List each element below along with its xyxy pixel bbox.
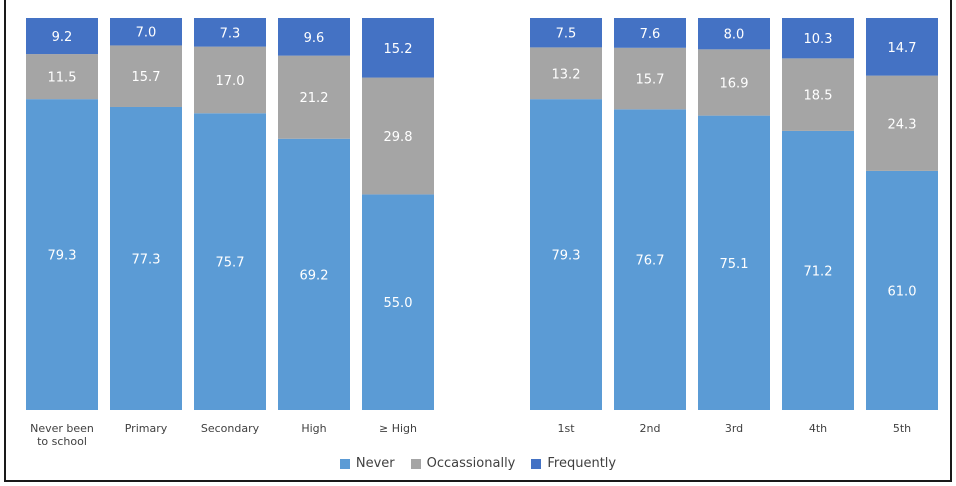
bar-segment-frequently [782, 18, 854, 59]
bar-segment-occassionally [866, 75, 938, 171]
data-label-never: 77.3 [132, 252, 161, 267]
bar-segment-frequently [26, 18, 98, 55]
bar-segment-occassionally [362, 77, 434, 195]
data-label-frequently: 10.3 [804, 32, 833, 47]
legend-swatch-never [339, 458, 350, 469]
x-tick-label: 4th [809, 422, 827, 435]
bar-segment-occassionally [278, 55, 350, 139]
data-label-never: 75.7 [216, 256, 245, 271]
bar-segment-occassionally [26, 54, 98, 100]
bar-segment-never [110, 106, 182, 410]
x-tick-label: ≥ High [379, 422, 417, 435]
bar-segment-never [362, 194, 434, 410]
x-tick-label: High [301, 422, 326, 435]
bar-segment-never [194, 113, 266, 411]
data-label-occassionally: 15.7 [132, 70, 161, 85]
chart-legend: Never Occassionally Frequently [0, 456, 956, 471]
data-label-frequently: 14.7 [888, 41, 917, 56]
bar-segment-frequently [866, 18, 938, 76]
bar-segment-frequently [362, 18, 434, 78]
data-label-frequently: 9.6 [304, 31, 325, 46]
bar-segment-frequently [278, 18, 350, 56]
data-label-never: 79.3 [552, 249, 581, 264]
x-tick-label: Secondary [201, 422, 260, 435]
bar-segment-occassionally [782, 58, 854, 131]
data-label-never: 79.3 [48, 249, 77, 264]
x-tick-label: Never been to school [30, 422, 94, 448]
legend-item-never: Never [339, 456, 395, 471]
data-label-occassionally: 24.3 [888, 117, 917, 132]
data-label-frequently: 15.2 [384, 42, 413, 57]
data-label-occassionally: 17.0 [216, 74, 245, 89]
data-label-never: 55.0 [384, 296, 413, 311]
data-label-occassionally: 13.2 [552, 67, 581, 82]
data-label-occassionally: 21.2 [300, 91, 329, 106]
legend-swatch-occassionally [410, 458, 421, 469]
legend-item-frequently: Frequently [531, 456, 616, 471]
bar-segment-frequently [194, 18, 266, 47]
x-tick-label: 5th [893, 422, 911, 435]
data-label-never: 71.2 [804, 264, 833, 279]
bar-segment-never [530, 99, 602, 411]
bar-segment-never [782, 130, 854, 410]
x-tick-label: 2nd [640, 422, 661, 435]
data-label-frequently: 7.0 [136, 26, 157, 41]
legend-swatch-frequently [531, 458, 542, 469]
bar-segment-frequently [110, 18, 182, 46]
bar-segment-occassionally [614, 47, 686, 110]
x-tick-label: 1st [557, 422, 575, 435]
data-label-frequently: 7.3 [220, 26, 241, 41]
stacked-bar-chart: 79.3 11.5 9.2 Never been to school 77.3 15.7 7.… [26, 18, 938, 448]
x-tick-label: Primary [125, 422, 168, 435]
data-label-never: 69.2 [300, 268, 329, 283]
data-label-never: 76.7 [636, 254, 665, 269]
bar-segment-frequently [698, 18, 770, 50]
data-label-frequently: 7.6 [640, 27, 661, 42]
bar-segment-occassionally [194, 46, 266, 114]
bar-segment-never [26, 99, 98, 411]
legend-item-occassionally: Occassionally [410, 456, 516, 471]
data-label-occassionally: 29.8 [384, 130, 413, 145]
bar-segment-never [614, 109, 686, 410]
data-label-occassionally: 18.5 [804, 89, 833, 104]
legend-label-frequently: Frequently [547, 456, 617, 471]
x-tick-label: 3rd [725, 422, 743, 435]
legend-label-occassionally: Occassionally [426, 456, 516, 471]
data-label-frequently: 8.0 [724, 28, 745, 43]
data-label-occassionally: 16.9 [720, 76, 749, 91]
bar-segment-frequently [614, 18, 686, 48]
bar-segment-never [698, 115, 770, 410]
bar-segment-occassionally [110, 45, 182, 107]
bar-segment-occassionally [698, 49, 770, 116]
data-label-occassionally: 11.5 [48, 71, 77, 86]
bar-segment-occassionally [530, 47, 602, 100]
data-label-frequently: 7.5 [556, 27, 577, 42]
bar-segment-never [866, 170, 938, 410]
bar-segment-frequently [530, 18, 602, 48]
data-label-never: 61.0 [888, 284, 917, 299]
legend-label-never: Never [355, 456, 395, 471]
data-label-frequently: 9.2 [52, 30, 73, 45]
data-label-occassionally: 15.7 [636, 73, 665, 88]
bar-segment-never [278, 138, 350, 410]
data-label-never: 75.1 [720, 257, 749, 272]
chart-frame [4, 0, 952, 482]
